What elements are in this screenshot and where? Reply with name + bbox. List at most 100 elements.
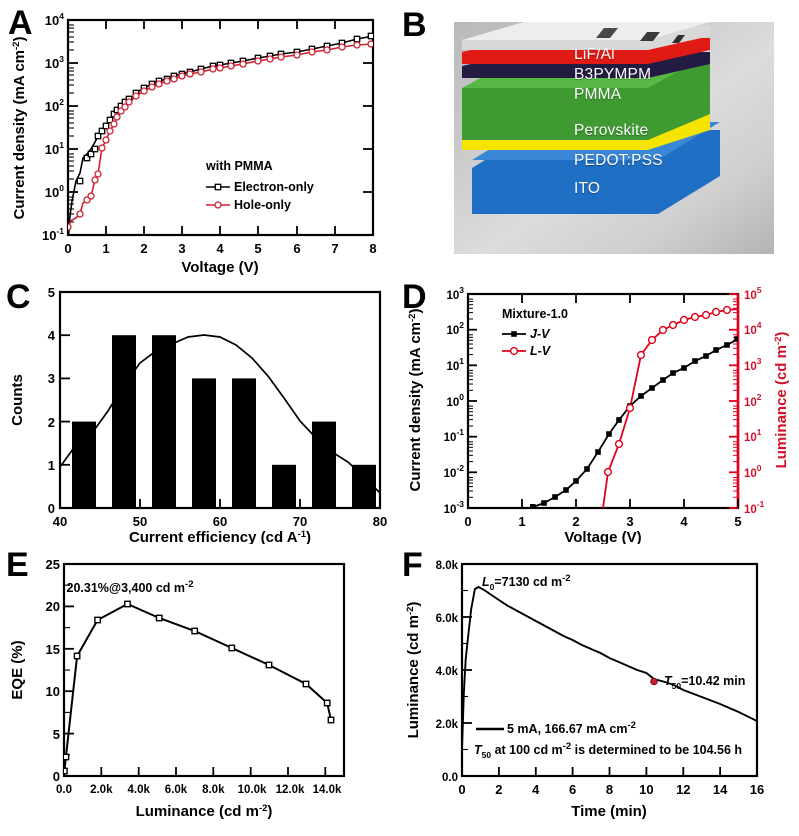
panel-f-t50-marker [650,677,658,686]
svg-text:7: 7 [331,241,338,256]
panel-d-xlabel: Voltage (V) [564,529,641,544]
svg-text:6.0k: 6.0k [436,613,459,625]
svg-text:0: 0 [458,782,465,797]
svg-text:1: 1 [518,514,525,529]
svg-text:2.0k: 2.0k [90,784,113,796]
panel-d-ylabel: Current density (mA cm-2) [407,309,424,492]
svg-text:101: 101 [446,356,464,373]
panel-d-plot-frame [466,292,740,510]
panel-f-label: F [402,546,423,584]
svg-text:3: 3 [48,371,55,386]
panel-d-label: D [402,278,427,316]
panel-b-label: B [402,6,427,44]
svg-text:101: 101 [744,427,762,444]
panel-b: B [398,0,799,276]
bar-1 [72,421,96,508]
svg-text:102: 102 [45,97,64,114]
svg-text:4.0k: 4.0k [436,666,459,678]
panel-f-plot-frame [460,562,759,778]
panel-e-ylabel: EQE (%) [9,640,26,699]
layer-label-pedotpss: PEDOT:PSS [574,152,663,169]
svg-text:104: 104 [45,11,64,28]
svg-text:105: 105 [744,285,762,302]
panel-c-fit-curve [60,334,380,494]
panel-f-xlabel: Time (min) [571,803,647,820]
panel-a-ylabel: Current density (mA cm-2) [11,37,28,220]
panel-d-jv-markers [530,336,738,508]
panel-a-y-minor-ticks [68,24,74,223]
svg-text:10-1: 10-1 [744,499,765,516]
svg-text:5: 5 [48,285,55,300]
svg-text:8.0k: 8.0k [202,784,225,796]
panel-c-y-ticks [60,291,70,509]
svg-text:16: 16 [750,782,764,797]
device-stack-diagram: LiF/Al B3PYMPM PMMA Perovskite PEDOT:PSS… [454,22,774,254]
panel-a-xlabel: Voltage (V) [181,259,258,276]
svg-text:102: 102 [744,392,762,409]
panel-a-label: A [8,4,33,42]
panel-c-bars [72,335,376,508]
panel-a-legend: with PMMA Electron-only Hole-only [205,159,314,212]
svg-text:3: 3 [626,514,633,529]
bar-6 [272,464,296,508]
panel-c-chart: 0 1 2 3 4 5 40 50 60 70 80 Current efficiency… [9,285,387,544]
svg-text:103: 103 [45,54,64,71]
bar-7 [312,421,336,508]
panel-a: A [0,0,400,276]
svg-text:25: 25 [46,557,60,572]
layer-label-ito: ITO [574,180,601,197]
svg-text:2: 2 [495,782,502,797]
panel-e-chart: 0 5 10 15 20 25 0.0 2.0k 4.0k 6.0k 8.0k 10.0k … [9,557,346,820]
svg-text:102: 102 [446,320,464,337]
svg-text:80: 80 [373,514,387,529]
panel-d-lv-markers [603,305,732,477]
panel-d-legend-label-jv: J-V [530,327,551,341]
svg-text:101: 101 [45,140,64,157]
panel-a-legend-label-hole: Hole-only [234,198,291,212]
panel-a-hole-markers [68,40,373,231]
layer-label-lifal: LiF/Al [574,46,615,63]
svg-text:4: 4 [216,241,224,256]
electrode-finger-1 [596,28,618,38]
svg-text:4: 4 [680,514,688,529]
svg-text:15: 15 [46,642,60,657]
svg-text:40: 40 [53,514,67,529]
panel-f-legend-label: 5 mA, 166.67 mA cm-2 [507,720,636,736]
svg-text:10-2: 10-2 [444,463,465,480]
svg-text:103: 103 [446,285,464,302]
svg-text:3: 3 [178,241,185,256]
layer-label-pmma: PMMA [574,86,622,103]
panel-d-chart: 10-3 10-2 10-1 100 101 102 103 10-1 100 … [407,285,790,544]
panel-f-annotation-t50: T50=10.42 min [664,674,745,691]
panel-e-eqe-markers [64,600,335,775]
panel-d-x-tick-labels: 0 1 2 3 4 5 [464,514,741,529]
svg-text:6.0k: 6.0k [165,784,188,796]
svg-text:12.0k: 12.0k [276,784,305,796]
svg-text:0.0: 0.0 [442,772,458,784]
panel-e-plot-frame [62,562,346,778]
panel-a-y-tick-labels: 10-1 100 101 102 103 104 [42,11,64,243]
bar-8 [352,464,376,508]
svg-text:103: 103 [744,356,762,373]
panel-d-legend-title: Mixture-1.0 [502,307,568,321]
panel-d-legend-marker-lv [509,346,519,356]
panel-c: C [0,276,400,544]
panel-d-y-ticks [468,293,477,509]
bar-3 [152,335,176,508]
svg-text:0: 0 [64,241,71,256]
svg-text:20: 20 [46,599,60,614]
panel-c-x-tick-labels: 40 50 60 70 80 [53,514,387,529]
svg-text:4.0k: 4.0k [128,784,151,796]
panel-f-ylabel: Luminance (cd m-2) [405,602,422,739]
svg-text:0: 0 [48,501,55,516]
panel-f-decay-line [462,585,757,751]
svg-text:1: 1 [48,458,55,473]
svg-text:70: 70 [293,514,307,529]
panel-a-chart: 10-1 100 101 102 103 104 0 1 2 3 4 5 6 7 8 V… [11,11,377,276]
svg-text:12: 12 [676,782,690,797]
panel-c-label: C [6,278,31,316]
panel-f-y-tick-labels: 0.0 2.0k 4.0k 6.0k 8.0k [436,560,459,784]
electrode-finger-2 [640,32,660,41]
panel-c-ylabel: Counts [9,374,26,426]
